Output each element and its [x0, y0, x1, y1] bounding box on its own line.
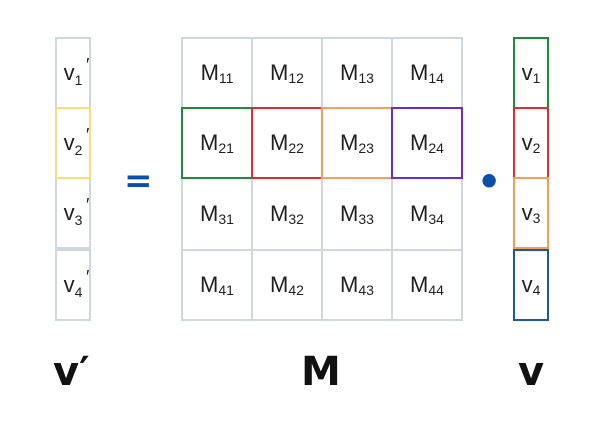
matrix-cell-m34: M 34 [391, 177, 463, 251]
matrix-cell-m32: M 32 [251, 177, 323, 251]
matrix-cell-m12: M 12 [251, 37, 323, 109]
v-prime-symbol: v2 ′ [63, 125, 90, 158]
matrix-cell-m31: M 31 [181, 177, 253, 251]
matrix-cell-m11: M 11 [181, 37, 253, 109]
v-prime-cell-3: v3 ′ [55, 177, 91, 249]
matrix-cell-m41: M 41 [181, 249, 253, 321]
matrix-cell-m23: M 23 [321, 107, 393, 179]
matrix-cell-m24: M 24 [391, 107, 463, 179]
dot-operator: • [477, 160, 502, 204]
v-prime-symbol: v3 ′ [63, 195, 90, 228]
v-prime-cell-1: v1 ′ [55, 37, 91, 109]
v-prime-symbol: v1 ′ [63, 55, 90, 88]
matrix-cell-m33: M 33 [321, 177, 393, 251]
matrix-cell-m22: M 22 [251, 107, 323, 179]
equals-sign: = [124, 161, 153, 201]
v-prime-cell-4: v4 ′ [55, 249, 91, 321]
matrix-cell-m42: M 42 [251, 249, 323, 321]
matrix-cell-m43: M 43 [321, 249, 393, 321]
matrix-cell-m14: M 14 [391, 37, 463, 109]
v-prime-symbol: v4 ′ [63, 267, 90, 300]
v-prime-cell-2: v2 ′ [55, 107, 91, 179]
v-label: v [518, 349, 545, 395]
matrix-label: M [301, 349, 341, 395]
matrix-cell-m21: M 21 [181, 107, 253, 179]
matrix-cell-m13: M 13 [321, 37, 393, 109]
matrix-cell-m44: M 44 [391, 249, 463, 321]
v-prime-label: v′ [53, 349, 90, 395]
